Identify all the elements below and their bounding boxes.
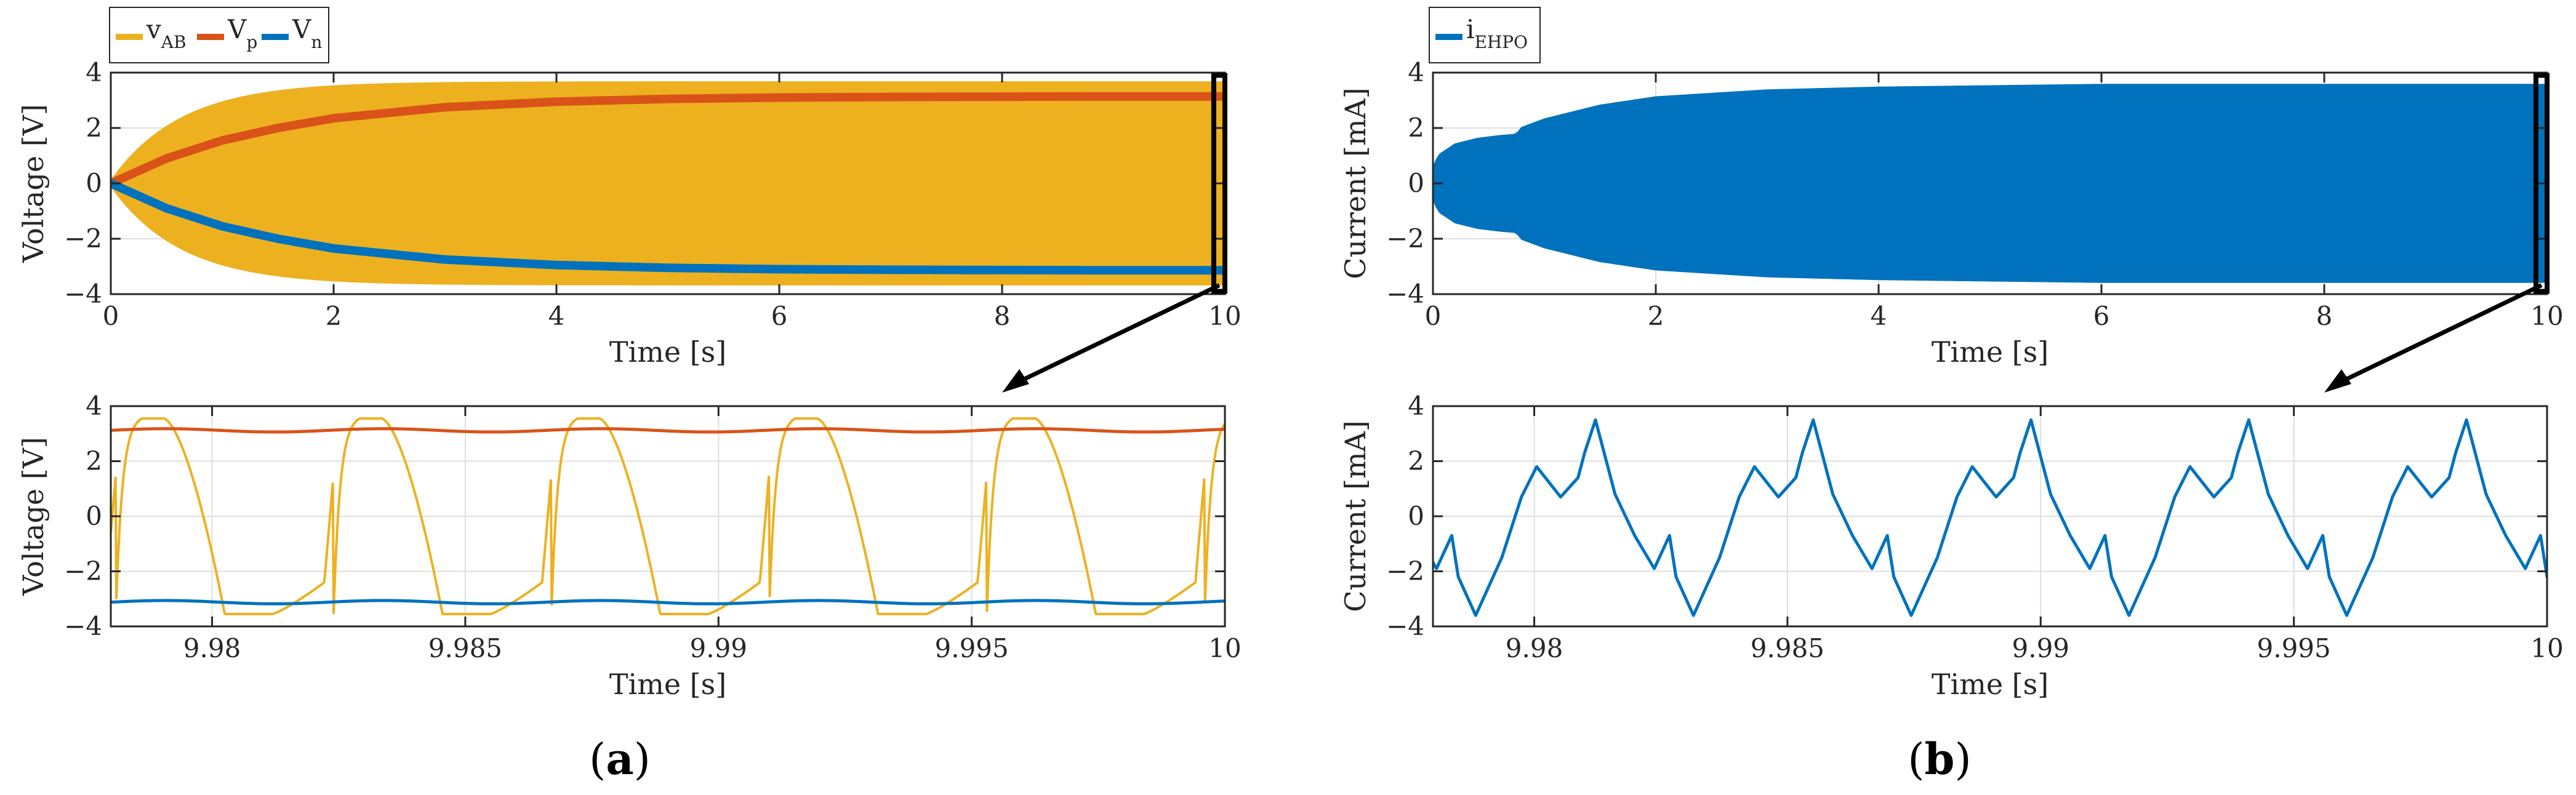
chart-a_bottom: 9.98 9.985 9.99 9.995 10 −4 −2 0 2 4 Time [s] Volta…	[17, 391, 1242, 701]
y-axis-label: Current [mA]	[1339, 420, 1372, 612]
x-tick-label-3: 6	[771, 301, 788, 331]
y-tick-label-3: 2	[86, 446, 102, 476]
y-tick-label-4: 4	[1408, 57, 1424, 87]
legend-b: iEHPO	[1429, 7, 1541, 63]
panel-label-a: (a)	[589, 733, 651, 785]
y-tick-label-3: 2	[86, 113, 102, 143]
y-tick-label-4: 4	[86, 391, 102, 421]
zoom-arrow-line	[2340, 283, 2543, 384]
y-tick-label-0: −4	[1386, 611, 1424, 641]
x-tick-label-2: 4	[1871, 301, 1887, 331]
x-tick-label-2: 9.99	[690, 633, 748, 663]
zoom-arrow-head	[1002, 369, 1029, 393]
series-layer	[111, 81, 1225, 286]
series-vab-band	[111, 81, 1225, 286]
x-axis-label: Time [s]	[609, 668, 726, 701]
series-layer	[111, 417, 1225, 615]
x-axis-label: Time [s]	[1932, 335, 2048, 369]
series-vp-line	[111, 92, 1225, 188]
x-tick-label-4: 8	[2316, 301, 2333, 331]
zoom-arrow-head	[2324, 369, 2351, 393]
series-vn-line	[111, 179, 1225, 275]
x-tick-label-2: 9.99	[2012, 633, 2070, 663]
legend-label-vn: Vn	[292, 14, 322, 52]
x-tick-label-0: 9.98	[1506, 633, 1563, 663]
x-tick-label-0: 0	[1425, 301, 1442, 331]
y-tick-label-2: 0	[86, 168, 102, 198]
y-tick-label-2: 0	[1408, 501, 1424, 531]
y-axis-label: Current [mA]	[1339, 87, 1372, 279]
zoom-box	[1211, 73, 1228, 294]
y-tick-label-0: −4	[64, 611, 102, 641]
y-axis-label: Voltage [V]	[17, 437, 50, 596]
legend-label-vp: Vp	[227, 14, 257, 52]
y-tick-label-1: −2	[1386, 556, 1424, 586]
x-tick-label-1: 9.985	[428, 633, 502, 663]
x-tick-label-3: 9.995	[935, 633, 1009, 663]
y-tick-label-4: 4	[86, 57, 102, 87]
y-tick-label-1: −2	[64, 556, 102, 586]
legend-label-iehpo: iEHPO	[1466, 14, 1528, 52]
x-tick-label-1: 2	[1648, 301, 1664, 331]
y-tick-label-1: −2	[1386, 223, 1424, 254]
x-tick-label-4: 8	[994, 301, 1011, 331]
y-tick-label-2: 0	[86, 501, 102, 531]
y-tick-label-0: −4	[64, 279, 102, 309]
chart-b_bottom: 9.98 9.985 9.99 9.995 10 −4 −2 0 2 4 Time [s] Curre…	[1339, 391, 2564, 701]
y-tick-label-2: 0	[1408, 168, 1424, 198]
y-axis-label: Voltage [V]	[17, 104, 50, 263]
chart-a_top: 0 2 4 6 8 10 −4 −2 0 2 4 Time [s] Voltage [V]	[17, 57, 1242, 393]
y-tick-label-4: 4	[1408, 391, 1424, 421]
y-tick-label-1: −2	[64, 223, 102, 254]
panel-label-b: (b)	[1908, 733, 1972, 785]
series-vn-line	[111, 599, 1225, 605]
series-layer	[1433, 84, 2547, 283]
x-tick-label-4: 10	[2530, 633, 2563, 663]
zoom-box	[2533, 73, 2550, 294]
x-axis-label: Time [s]	[1932, 668, 2048, 701]
x-tick-label-1: 2	[326, 301, 342, 331]
y-tick-label-3: 2	[1408, 113, 1424, 143]
x-tick-label-0: 0	[103, 301, 119, 331]
series-vp-line	[111, 427, 1225, 434]
x-tick-label-5: 10	[1208, 301, 1241, 331]
x-tick-label-1: 9.985	[1751, 633, 1824, 663]
y-tick-label-0: −4	[1386, 279, 1424, 309]
x-tick-label-0: 9.98	[183, 633, 241, 663]
series-vab-line	[111, 417, 1225, 615]
x-tick-label-3: 6	[2093, 301, 2110, 331]
series-iehpo-band	[1433, 84, 2547, 283]
x-tick-label-3: 9.995	[2257, 633, 2331, 663]
legend-a: vAB Vp Vn	[109, 7, 329, 63]
legend-label-vab: vAB	[146, 14, 187, 52]
chart-b_top: 0 2 4 6 8 10 −4 −2 0 2 4 Time [s] Current [mA]	[1339, 57, 2564, 393]
zoom-arrow-line	[1018, 283, 1221, 384]
y-tick-label-3: 2	[1408, 446, 1424, 476]
x-axis-label: Time [s]	[609, 335, 726, 369]
series-layer	[1433, 418, 2547, 617]
x-tick-label-2: 4	[548, 301, 565, 331]
x-tick-label-4: 10	[1208, 633, 1241, 663]
series-iehpo-line	[1433, 418, 2547, 617]
x-tick-label-5: 10	[2530, 301, 2563, 331]
